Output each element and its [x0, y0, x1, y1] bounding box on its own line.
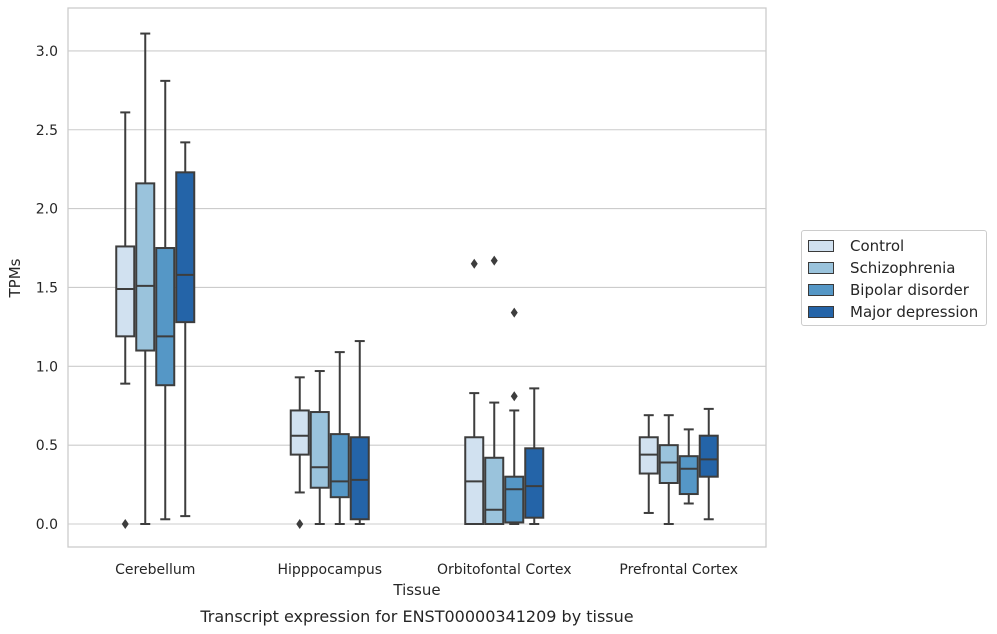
box-orbitofontal-cortex-major-depression	[524, 387, 545, 525]
y-axis-label: TPMs	[6, 258, 24, 298]
y-tick-label-5: 2.5	[36, 123, 58, 139]
legend: Control Schizophrenia Bipolar disorder M…	[801, 230, 987, 326]
box-rect-orbitofontal-cortex-schizophrenia	[484, 456, 505, 525]
box-hipppocampus-schizophrenia	[309, 370, 330, 525]
box-rect-hipppocampus-bipolar-disorder	[329, 433, 350, 499]
legend-item-bipolar-disorder: Bipolar disorder	[808, 281, 969, 299]
box-rect-hipppocampus-control	[289, 409, 310, 456]
box-cerebellum-bipolar-disorder	[155, 79, 176, 521]
outlier-orbitofontal-cortex-bipolar-disorder-1	[510, 307, 518, 318]
legend-swatch-schizophrenia	[808, 262, 834, 274]
x-axis-label: Tissue	[392, 581, 440, 599]
box-rect-prefrontal-cortex-bipolar-disorder	[678, 455, 699, 496]
box-rect-hipppocampus-major-depression	[349, 436, 370, 521]
box-hipppocampus-control	[289, 376, 310, 529]
y-tick-label-6: 3.0	[36, 44, 58, 60]
plot-frame	[67, 7, 767, 548]
legend-label-major-depression: Major depression	[850, 303, 979, 321]
box-orbitofontal-cortex-control	[464, 258, 485, 526]
legend-label-control: Control	[850, 237, 905, 255]
legend-swatch-control	[808, 240, 834, 252]
x-tick-label-orbitofontal-cortex: Orbitofontal Cortex	[437, 562, 572, 578]
x-axis-ticks: Cerebellum Hipppocampus Orbitofontal Corte…	[115, 562, 738, 578]
box-orbitofontal-cortex-schizophrenia	[484, 255, 505, 525]
y-tick-label-1: 0.5	[36, 438, 58, 454]
box-rect-prefrontal-cortex-major-depression	[698, 434, 719, 478]
legend-swatch-bipolar-disorder	[808, 284, 834, 296]
x-tick-label-prefrontal-cortex: Prefrontal Cortex	[619, 562, 738, 578]
box-prefrontal-cortex-control	[638, 414, 659, 514]
outlier-hipppocampus-control-0	[296, 519, 304, 529]
y-tick-label-2: 1.0	[36, 359, 58, 375]
outlier-orbitofontal-cortex-control-0	[470, 258, 478, 269]
legend-swatch-major-depression	[808, 306, 834, 318]
box-hipppocampus-bipolar-disorder	[329, 351, 350, 525]
x-tick-label-cerebellum: Cerebellum	[115, 562, 195, 578]
box-rect-orbitofontal-cortex-major-depression	[524, 447, 545, 519]
y-tick-label-0: 0.0	[36, 517, 58, 533]
legend-item-schizophrenia: Schizophrenia	[808, 259, 955, 277]
box-hipppocampus-major-depression	[349, 340, 370, 525]
y-axis-ticks: 0.0 0.5 1.0 1.5 2.0 2.5 3.0	[36, 44, 58, 533]
x-tick-label-hipppocampus: Hipppocampus	[277, 562, 382, 578]
outlier-orbitofontal-cortex-bipolar-disorder-0	[510, 391, 518, 402]
box-cerebellum-control	[115, 111, 136, 529]
outlier-orbitofontal-cortex-schizophrenia-0	[490, 255, 498, 266]
box-rect-cerebellum-bipolar-disorder	[155, 247, 176, 387]
y-tick-label-4: 2.0	[36, 202, 58, 218]
box-rect-cerebellum-schizophrenia	[135, 182, 156, 352]
box-cerebellum-major-depression	[175, 141, 196, 518]
legend-item-major-depression: Major depression	[808, 303, 978, 321]
box-cerebellum-schizophrenia	[135, 32, 156, 525]
legend-item-control: Control	[808, 237, 904, 255]
chart-caption: Transcript expression for ENST0000034120…	[199, 607, 633, 626]
box-prefrontal-cortex-bipolar-disorder	[678, 428, 699, 505]
outlier-cerebellum-control-0	[121, 519, 129, 529]
box-rect-prefrontal-cortex-schizophrenia	[658, 444, 679, 484]
legend-label-schizophrenia: Schizophrenia	[850, 259, 956, 277]
box-rect-cerebellum-major-depression	[175, 171, 196, 324]
y-tick-label-3: 1.5	[36, 280, 58, 296]
box-orbitofontal-cortex-bipolar-disorder	[504, 307, 525, 525]
legend-label-bipolar-disorder: Bipolar disorder	[850, 281, 969, 299]
box-rect-orbitofontal-cortex-bipolar-disorder	[504, 475, 525, 524]
box-prefrontal-cortex-major-depression	[698, 407, 719, 521]
box-rect-hipppocampus-schizophrenia	[309, 411, 330, 489]
box-groups	[115, 32, 719, 529]
box-rect-cerebellum-control	[115, 245, 136, 338]
box-prefrontal-cortex-schizophrenia	[658, 414, 679, 525]
